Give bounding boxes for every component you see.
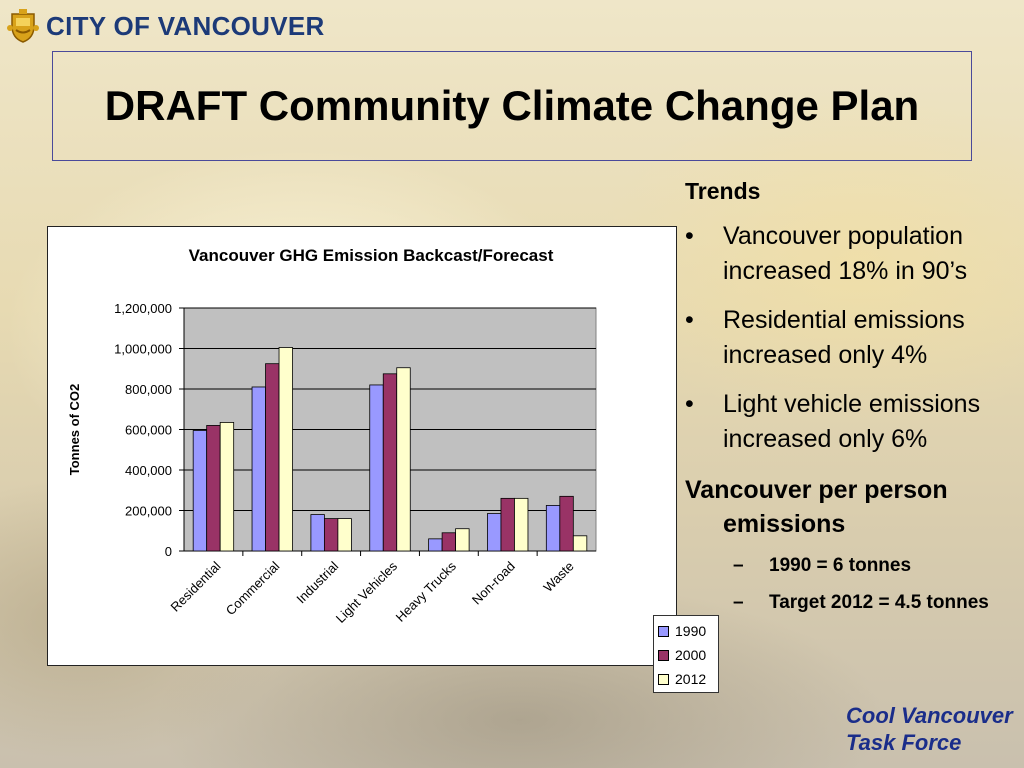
dash-icon: – — [733, 592, 744, 613]
bullet-text: Residential emissions increased only 4% — [723, 306, 965, 369]
bar — [278, 347, 293, 552]
bar — [545, 505, 561, 552]
x-tick-label: Light Vehicles — [333, 558, 401, 626]
legend-label: 1990 — [675, 623, 707, 639]
bar — [441, 532, 457, 552]
slide-title: DRAFT Community Climate Change Plan — [104, 82, 920, 129]
bar — [572, 535, 588, 552]
sub-item: – Target 2012 = 4.5 tonnes — [685, 590, 1015, 615]
x-tick-label: Non-road — [469, 559, 518, 608]
legend-swatch — [658, 625, 669, 637]
y-tick-label: 200,000 — [125, 504, 172, 519]
y-tick-label: 1,200,000 — [114, 301, 172, 316]
chart-canvas: Vancouver GHG Emission Backcast/Forecast… — [67, 246, 597, 626]
ghg-chart: Vancouver GHG Emission Backcast/Forecast… — [47, 226, 719, 693]
sub-item-text: Target 2012 = 4.5 tonnes — [769, 592, 989, 613]
bullet-icon: • — [685, 390, 694, 418]
city-crest-icon — [7, 9, 39, 43]
bar — [337, 518, 352, 552]
bar — [251, 386, 266, 552]
y-tick-label: 1,000,000 — [114, 342, 172, 357]
per-person-line1: Vancouver per person — [685, 476, 948, 504]
trends-heading: Trends — [685, 178, 761, 204]
y-axis-label: Tonnes of CO2 — [67, 384, 82, 475]
sub-item: – 1990 = 6 tonnes — [685, 553, 1015, 578]
bar — [310, 514, 325, 552]
sub-item-text: 1990 = 6 tonnes — [769, 555, 912, 576]
bar — [514, 497, 529, 552]
y-tick-label: 800,000 — [125, 382, 172, 397]
bar — [396, 367, 411, 552]
bar — [428, 538, 443, 552]
x-tick-label: Residential — [167, 558, 223, 614]
legend-swatch — [658, 673, 669, 685]
legend-item: 2012 — [658, 667, 714, 691]
bullet-icon: • — [685, 306, 694, 334]
legend-item: 2000 — [658, 643, 714, 667]
legend-label: 2000 — [675, 647, 707, 663]
bullet-icon: • — [685, 222, 694, 250]
task-force-label: Cool Vancouver Task Force — [846, 702, 1013, 756]
legend-swatch — [658, 649, 669, 661]
bar — [487, 513, 502, 552]
y-tick-label: 0 — [165, 544, 172, 559]
bullet-item: • Residential emissions increased only 4… — [685, 303, 1015, 373]
trends-panel: Trends • Vancouver population increased … — [685, 176, 1015, 615]
bar — [500, 497, 515, 552]
task-force-line1: Cool Vancouver — [846, 703, 1013, 728]
city-logo: CITY OF VANCOUVER — [6, 8, 325, 44]
x-tick-label: Waste — [540, 559, 576, 595]
bar — [323, 518, 339, 552]
x-tick-label: Heavy Trucks — [393, 558, 460, 625]
per-person-line2: emissions — [723, 510, 846, 538]
chart-legend: 1990 2000 2012 — [653, 615, 719, 693]
y-tick-label: 400,000 — [125, 463, 172, 478]
per-person-heading: Vancouver per person emissions — [685, 473, 1015, 541]
slide-title-box: DRAFT Community Climate Change Plan — [52, 51, 972, 161]
chart-title: Vancouver GHG Emission Backcast/Forecast — [189, 246, 554, 265]
bar — [382, 373, 398, 552]
bar — [265, 363, 280, 552]
bar — [559, 495, 574, 552]
bullet-text: Vancouver population increased 18% in 90… — [723, 222, 968, 285]
logo-text: CITY OF VANCOUVER — [46, 10, 325, 41]
bar — [455, 528, 470, 552]
x-tick-label: Industrial — [293, 558, 341, 606]
task-force-line2: Task Force — [846, 730, 962, 755]
dash-icon: – — [733, 555, 744, 576]
x-tick-label: Commercial — [223, 558, 283, 618]
bar — [219, 422, 235, 552]
bullet-item: • Vancouver population increased 18% in … — [685, 219, 1015, 289]
legend-item: 1990 — [658, 619, 714, 643]
bullet-item: • Light vehicle emissions increased only… — [685, 387, 1015, 457]
bar — [192, 430, 208, 552]
legend-label: 2012 — [675, 671, 707, 687]
bullet-text: Light vehicle emissions increased only 6… — [723, 390, 981, 453]
bar — [206, 425, 221, 552]
bar — [369, 384, 384, 552]
y-tick-label: 600,000 — [125, 423, 172, 438]
